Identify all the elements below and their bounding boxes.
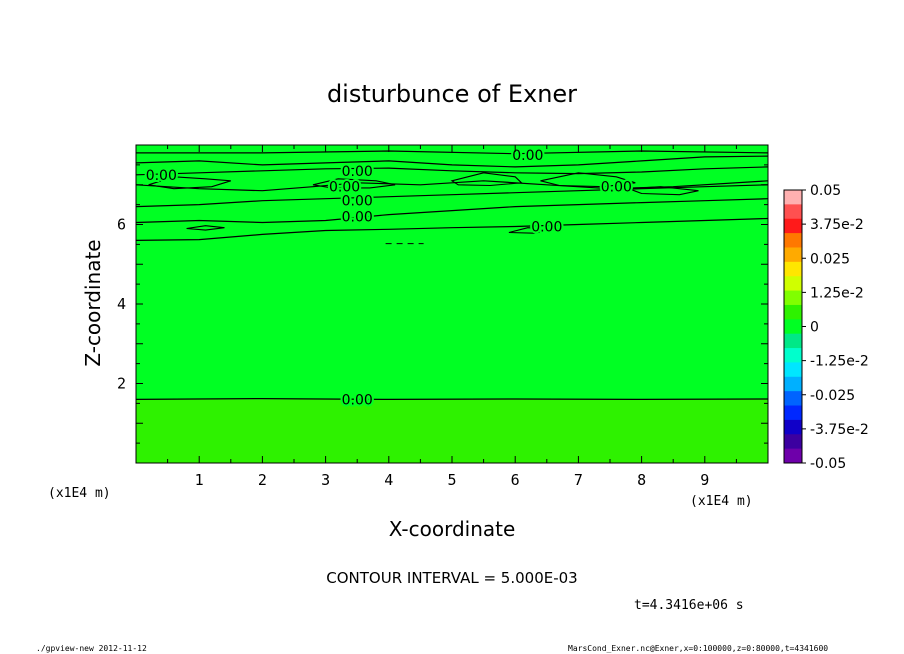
colorbar-swatch-5 — [784, 261, 802, 277]
contour-label-3: 0.00 — [329, 180, 360, 196]
contour-label-6: 0.00 — [601, 180, 632, 196]
contour-loop-2 — [450, 172, 523, 187]
x-unit-label: (x1E4 m) — [690, 494, 753, 509]
contour-label-5: 0.00 — [342, 210, 373, 226]
contour-line-0 — [136, 150, 769, 155]
colorbar-swatch-0 — [784, 190, 802, 205]
contour-label-0: 0.00 — [512, 148, 543, 164]
colorbar-swatch-17 — [784, 434, 802, 450]
colorbar-label-1: 3.75e-2 — [810, 217, 864, 233]
colorbar-label-0: 0.05 — [810, 183, 841, 199]
x-tick-label-6: 6 — [511, 471, 520, 489]
plot-area: 0.000.00 0.000.000.000.000.000.000.00 — [135, 144, 769, 464]
colorbar-label-6: -0.025 — [810, 388, 855, 404]
x-tick-label-8: 8 — [637, 471, 646, 489]
colorbar-swatch-18 — [784, 448, 802, 464]
colorbar-swatch-15 — [784, 405, 802, 421]
contour-label-1: 0.00 — [146, 168, 177, 184]
contour-line-1 — [135, 155, 769, 168]
contour-interval-note: CONTOUR INTERVAL = 5.000E-03 — [326, 569, 577, 587]
contour-line-2 — [135, 166, 769, 176]
colorbar-label-4: 0 — [810, 320, 819, 336]
colorbar-swatch-8 — [784, 304, 802, 320]
colorbar-swatch-3 — [784, 233, 802, 248]
colorbar-swatch-1 — [784, 204, 802, 220]
x-tick-label-7: 7 — [574, 471, 583, 489]
contour-line-4 — [135, 184, 769, 208]
colorbar-swatch-7 — [784, 290, 802, 306]
colorbar-swatch-9 — [784, 319, 802, 335]
x-axis-ticks: 1 2 3 4 5 6 7 8 9 — [135, 145, 769, 489]
y-unit-label: (x1E4 m) — [48, 486, 111, 501]
contour-label-2: 0.00 — [342, 164, 373, 180]
contour-loop-0 — [148, 176, 231, 190]
colorbar-label-7: -3.75e-2 — [810, 422, 869, 438]
y-axis-ticks: 2 4 6 — [117, 144, 768, 464]
colorbar-swatch-14 — [784, 391, 802, 407]
contour-lines — [135, 150, 769, 400]
colorbar-swatch-10 — [784, 333, 802, 349]
x-tick-label-1: 1 — [195, 471, 204, 489]
colorbar-swatch-4 — [784, 247, 802, 263]
y-tick-label-6: 6 — [117, 216, 126, 234]
contour-loop-3 — [540, 172, 636, 188]
time-stamp: t=4.3416e+06 s — [634, 598, 744, 613]
contour-line-6 — [135, 217, 769, 241]
colorbar-swatch-6 — [784, 276, 802, 292]
colorbar-swatch-16 — [784, 419, 802, 435]
colorbar-labels: 0.05 3.75e-2 0.025 1.25e-2 0 -1.25e-2 -0.025 -3… — [802, 183, 869, 472]
x-tick-label-9: 9 — [700, 471, 709, 489]
y-tick-label-4: 4 — [117, 295, 126, 313]
footer-left: ./gpview-new 2012-11-12 — [36, 644, 147, 653]
colorbar-swatch-12 — [784, 362, 802, 378]
x-axis-label: X-coordinate — [389, 517, 516, 541]
colorbar-label-3: 1.25e-2 — [810, 285, 864, 301]
x-tick-label-5: 5 — [447, 471, 456, 489]
contour-line-5 — [135, 198, 769, 224]
contour-loop-5 — [186, 225, 225, 231]
colorbar-label-5: -1.25e-2 — [810, 354, 869, 370]
colorbar-swatch-2 — [784, 218, 802, 234]
colorbar-swatch-13 — [784, 376, 802, 392]
y-tick-label-2: 2 — [117, 375, 126, 393]
colorbar-swatch-11 — [784, 348, 802, 363]
y-axis-label: Z-coordinate — [81, 239, 105, 366]
colorbar — [783, 189, 803, 464]
x-tick-label-4: 4 — [384, 471, 393, 489]
footer-right: MarsCond_Exner.nc@Exner,x=0:100000,z=0:8… — [568, 644, 828, 653]
x-tick-label-3: 3 — [321, 471, 330, 489]
contour-loop-4 — [628, 186, 699, 196]
x-tick-label-2: 2 — [258, 471, 267, 489]
colorbar-label-8: -0.05 — [810, 456, 846, 472]
contour-label-7: 0.00 — [531, 219, 562, 235]
contour-line-7 — [135, 397, 769, 400]
contour-loop-1 — [312, 178, 396, 189]
contour-label-4: 0.00 — [342, 194, 373, 210]
fill-lower-region — [136, 399, 768, 463]
contour-label-8: 0.00 — [342, 392, 373, 408]
contour-loop-6 — [508, 227, 554, 234]
contour-labels: 0.000.00 0.000.000.000.000.000.000.00 — [144, 146, 634, 410]
chart-title: disturbunce of Exner — [327, 80, 577, 108]
colorbar-label-2: 0.025 — [810, 251, 850, 267]
